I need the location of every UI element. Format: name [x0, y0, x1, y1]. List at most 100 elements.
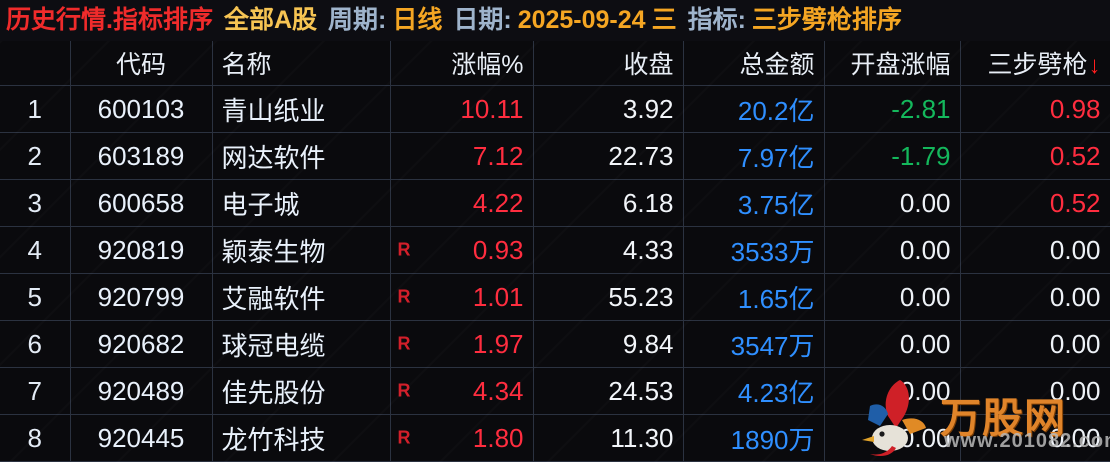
- column-header-change[interactable]: 涨幅%: [390, 41, 534, 86]
- title-bar: 历史行情.指标排序 全部A股 周期: 日线 日期: 2025-09-24 三 指…: [0, 0, 1110, 41]
- margin-trading-r-badge: R: [397, 427, 411, 448]
- change-percent-value: 4.22: [472, 187, 524, 218]
- column-header-index: [0, 41, 71, 86]
- table-row[interactable]: 3 600658 电子城 4.22 6.18 3.75亿 0.00 0.52: [0, 179, 1110, 227]
- column-header-name[interactable]: 名称: [212, 41, 391, 86]
- cell-index: 4: [0, 226, 71, 274]
- table-row[interactable]: 6 920682 球冠电缆 R 1.97 9.84 3547万 0.00 0.00: [0, 320, 1110, 368]
- cell-name: 佳先股份: [212, 367, 391, 415]
- date-value[interactable]: 2025-09-24: [517, 6, 646, 34]
- cell-change-percent: R 1.01: [390, 273, 534, 321]
- cell-index: 2: [0, 132, 71, 180]
- margin-trading-r-badge: R: [397, 286, 411, 307]
- cell-name: 龙竹科技: [212, 414, 391, 462]
- cell-amount: 7.97亿: [683, 132, 825, 180]
- cell-change-percent: R 0.93: [390, 226, 534, 274]
- column-header-amount[interactable]: 总金额: [683, 41, 825, 86]
- stock-ranking-table: 代码 名称 涨幅% 收盘 总金额 开盘涨幅 三步劈枪↓ 1 600103 青山纸业 1…: [0, 41, 1110, 462]
- cell-indicator: 0.00: [960, 320, 1110, 368]
- cell-name: 球冠电缆: [212, 320, 391, 368]
- column-header-open-gain[interactable]: 开盘涨幅: [824, 41, 961, 86]
- cell-indicator: 0.52: [960, 132, 1110, 180]
- column-header-indicator-label: 三步劈枪: [987, 51, 1088, 79]
- weekday-value: 三: [651, 6, 677, 34]
- change-percent-value: 4.34: [472, 375, 524, 406]
- cell-close: 55.23: [533, 273, 684, 321]
- cell-index: 7: [0, 367, 71, 415]
- cell-amount: 3533万: [683, 226, 825, 274]
- cell-open-gain: 0.00: [824, 320, 961, 368]
- column-header-indicator[interactable]: 三步劈枪↓: [960, 41, 1110, 86]
- cell-open-gain: -1.79: [824, 132, 961, 180]
- cell-amount: 4.23亿: [683, 367, 825, 415]
- cell-name: 艾融软件: [212, 273, 391, 321]
- cell-open-gain: -2.81: [824, 85, 961, 133]
- table-row[interactable]: 7 920489 佳先股份 R 4.34 24.53 4.23亿 0.00 0.00: [0, 367, 1110, 415]
- cell-amount: 1890万: [683, 414, 825, 462]
- table-row[interactable]: 5 920799 艾融软件 R 1.01 55.23 1.65亿 0.00 0.00: [0, 273, 1110, 321]
- table-body: 1 600103 青山纸业 10.11 3.92 20.2亿 -2.81 0.98 2 60318…: [0, 85, 1110, 462]
- cell-code: 603189: [70, 132, 213, 180]
- change-percent-value: 1.97: [472, 328, 524, 359]
- cell-close: 3.92: [533, 85, 684, 133]
- table-row[interactable]: 2 603189 网达软件 7.12 22.73 7.97亿 -1.79 0.52: [0, 132, 1110, 180]
- margin-trading-r-badge: R: [397, 380, 411, 401]
- period-value[interactable]: 日线: [392, 6, 443, 34]
- cell-amount: 3547万: [683, 320, 825, 368]
- cell-name: 电子城: [212, 179, 391, 227]
- cell-close: 4.33: [533, 226, 684, 274]
- margin-trading-r-badge: R: [397, 239, 411, 260]
- period-label: 周期:: [328, 6, 387, 34]
- cell-change-percent: 10.11: [390, 85, 534, 133]
- cell-name: 颖泰生物: [212, 226, 391, 274]
- cell-index: 6: [0, 320, 71, 368]
- cell-open-gain: 0.00: [824, 273, 961, 321]
- cell-index: 3: [0, 179, 71, 227]
- cell-amount: 20.2亿: [683, 85, 825, 133]
- cell-code: 920445: [70, 414, 213, 462]
- change-percent-value: 1.80: [472, 422, 524, 453]
- cell-open-gain: 0.00: [824, 179, 961, 227]
- table-row[interactable]: 8 920445 龙竹科技 R 1.80 11.30 1890万 0.00 0.00: [0, 414, 1110, 462]
- change-percent-value: 0.93: [472, 234, 524, 265]
- cell-change-percent: 4.22: [390, 179, 534, 227]
- cell-open-gain: 0.00: [824, 226, 961, 274]
- cell-index: 5: [0, 273, 71, 321]
- cell-change-percent: R 1.80: [390, 414, 534, 462]
- indicator-label: 指标:: [687, 6, 746, 34]
- cell-code: 600658: [70, 179, 213, 227]
- cell-indicator: 0.98: [960, 85, 1110, 133]
- cell-code: 600103: [70, 85, 213, 133]
- cell-index: 8: [0, 414, 71, 462]
- cell-amount: 3.75亿: [683, 179, 825, 227]
- cell-indicator: 0.00: [960, 226, 1110, 274]
- margin-trading-r-badge: R: [397, 333, 411, 354]
- cell-code: 920819: [70, 226, 213, 274]
- cell-indicator: 0.00: [960, 367, 1110, 415]
- market-selector[interactable]: 全部A股: [223, 6, 318, 34]
- cell-close: 11.30: [533, 414, 684, 462]
- cell-code: 920489: [70, 367, 213, 415]
- cell-change-percent: 7.12: [390, 132, 534, 180]
- cell-change-percent: R 1.97: [390, 320, 534, 368]
- cell-close: 22.73: [533, 132, 684, 180]
- cell-open-gain: 0.00: [824, 367, 961, 415]
- table-row[interactable]: 4 920819 颖泰生物 R 0.93 4.33 3533万 0.00 0.00: [0, 226, 1110, 274]
- cell-close: 24.53: [533, 367, 684, 415]
- column-header-close[interactable]: 收盘: [533, 41, 684, 86]
- cell-code: 920682: [70, 320, 213, 368]
- table-row[interactable]: 1 600103 青山纸业 10.11 3.92 20.2亿 -2.81 0.98: [0, 85, 1110, 133]
- change-percent-value: 7.12: [472, 140, 524, 171]
- change-percent-value: 10.11: [460, 93, 524, 124]
- column-header-code[interactable]: 代码: [70, 41, 213, 86]
- date-label: 日期:: [453, 6, 512, 34]
- change-percent-value: 1.01: [472, 281, 524, 312]
- cell-close: 6.18: [533, 179, 684, 227]
- app-title: 历史行情.指标排序: [6, 6, 213, 34]
- cell-close: 9.84: [533, 320, 684, 368]
- sort-descending-icon[interactable]: ↓: [1088, 52, 1101, 79]
- cell-index: 1: [0, 85, 71, 133]
- indicator-value[interactable]: 三步劈枪排序: [751, 6, 902, 34]
- cell-name: 青山纸业: [212, 85, 391, 133]
- cell-name: 网达软件: [212, 132, 391, 180]
